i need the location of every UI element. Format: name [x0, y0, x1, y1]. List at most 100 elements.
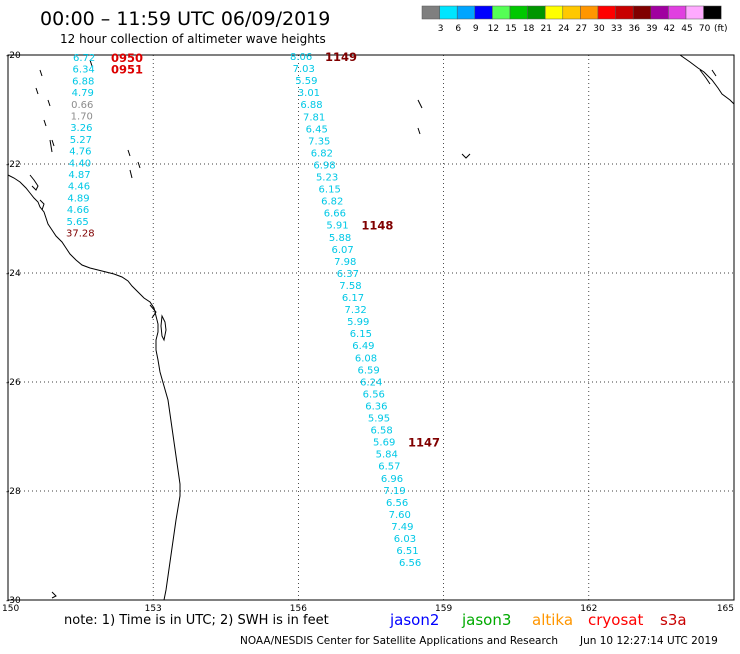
wave-height-label: 6.49 — [352, 341, 374, 352]
wave-height-label: 5.99 — [347, 317, 369, 328]
legend-bin-label: 27 — [576, 24, 587, 34]
wave-height-label: 6.88 — [72, 76, 94, 87]
legend-bin-label: 42 — [664, 24, 675, 34]
new-caledonia-coastline — [679, 54, 735, 105]
marker-symbol — [51, 591, 57, 599]
pass-time-label: 1147 — [408, 436, 440, 450]
wave-height-label: 7.35 — [308, 136, 330, 147]
wave-height-label: 6.15 — [319, 185, 341, 196]
wave-height-color-legend: 3 6 9 12 15 18 21 24 27 30 33 36 39 42 45 70 — [421, 5, 722, 34]
legend-swatch — [509, 5, 528, 20]
wave-height-label: 6.72 — [73, 53, 95, 64]
pass-time-label: 0950 — [111, 51, 143, 65]
wave-height-label: 7.81 — [303, 112, 325, 123]
wave-height-label: 6.34 — [73, 65, 95, 76]
wave-height-label: 7.58 — [339, 281, 361, 292]
legend-bin-label: 3 — [438, 24, 444, 34]
lon-tick-label: 156 — [290, 604, 307, 614]
pass-time-label: 1148 — [361, 219, 393, 233]
wave-height-label: 6.17 — [342, 293, 364, 304]
legend-swatch — [439, 5, 458, 20]
wave-height-label: 6.08 — [355, 353, 377, 364]
satellite-name-cryosat: cryosat — [588, 611, 643, 629]
wave-height-label: 5.65 — [66, 217, 88, 228]
lon-tick-label: 150 — [2, 604, 19, 614]
australia-coastline — [7, 174, 181, 601]
legend-swatch — [685, 5, 704, 20]
wave-height-label: 6.45 — [306, 124, 328, 135]
legend-swatch — [421, 5, 440, 20]
wave-height-label: 7.60 — [389, 510, 411, 521]
legend-swatch — [474, 5, 493, 20]
offshore-islands — [35, 59, 471, 179]
wave-height-label: 6.58 — [370, 426, 392, 437]
wave-height-label: 6.98 — [313, 160, 335, 171]
wave-height-label: 4.79 — [72, 88, 94, 99]
legend-bin-label: 24 — [558, 24, 570, 34]
wave-height-label: 6.82 — [321, 197, 343, 208]
wave-height-label: 7.98 — [334, 257, 356, 268]
legend-bin-label: 33 — [611, 24, 622, 34]
satellite-name-altika: altika — [532, 611, 573, 629]
altimeter-track-west-track: 6.726.346.884.790.661.703.265.274.764.40… — [66, 51, 143, 240]
coastline-group — [7, 54, 735, 601]
wave-height-label: 6.88 — [300, 100, 322, 111]
wave-height-label: 6.03 — [394, 534, 416, 545]
wave-height-label: 6.56 — [386, 498, 408, 509]
wave-height-label: 6.56 — [363, 389, 385, 400]
pass-time-label: 1149 — [325, 50, 357, 64]
wave-height-label: 5.84 — [376, 450, 398, 461]
wave-height-label: 7.19 — [383, 486, 405, 497]
wave-height-label: 4.76 — [69, 147, 91, 158]
lat-tick-label: -20 — [6, 51, 21, 61]
footer-credit: NOAA/NESDIS Center for Satellite Applica… — [240, 635, 558, 647]
wave-height-label: 7.32 — [345, 305, 367, 316]
footer-timestamp: Jun 10 12:27:14 UTC 2019 — [579, 635, 718, 647]
lat-tick-label: -30 — [6, 596, 21, 606]
lat-tick-label: -28 — [6, 487, 21, 497]
wave-height-label: 4.66 — [67, 205, 89, 216]
legend-swatch — [492, 5, 511, 20]
wave-height-label: 6.51 — [396, 546, 418, 557]
lat-lon-grid — [8, 55, 734, 600]
lon-tick-label: 162 — [580, 604, 597, 614]
legend-bin-label: 12 — [488, 24, 499, 34]
map-subtitle: 12 hour collection of altimeter wave hei… — [60, 32, 326, 46]
wave-height-label: 5.95 — [368, 414, 390, 425]
wave-height-label: 8.06 — [290, 52, 312, 63]
wave-height-label: 4.40 — [69, 158, 91, 169]
lon-tick-label: 159 — [435, 604, 452, 614]
wave-height-label: 1.70 — [71, 112, 93, 123]
legend-bin-label: 70 — [699, 24, 711, 34]
wave-height-label: 6.15 — [350, 329, 372, 340]
lat-tick-label: -22 — [6, 160, 21, 170]
wave-height-label: 5.27 — [70, 135, 92, 146]
lat-tick-label: -24 — [6, 269, 21, 279]
legend-swatch — [544, 5, 564, 20]
lat-tick-label: -26 — [6, 378, 21, 388]
map-plot-area — [7, 54, 735, 601]
footer-note: note: 1) Time is in UTC; 2) SWH is in fe… — [64, 613, 329, 628]
wave-height-label: 6.66 — [324, 209, 346, 220]
lon-tick-label: 153 — [145, 604, 162, 614]
wave-height-label: 3.26 — [70, 123, 92, 134]
legend-bin-label: 36 — [628, 24, 640, 34]
altimeter-tracks: 6.726.346.884.790.661.703.265.274.764.40… — [66, 50, 440, 569]
wave-height-label: 6.57 — [378, 462, 400, 473]
pass-time-label: 0951 — [111, 63, 143, 77]
wave-height-label: 7.49 — [391, 522, 413, 533]
legend-swatch — [597, 5, 616, 20]
satellite-name-jason2: jason2 — [389, 611, 439, 629]
altimeter-track-east-track: 8.067.035.593.016.887.816.457.356.826.98… — [290, 50, 440, 569]
legend-swatch — [580, 5, 599, 20]
legend-bin-label: 9 — [473, 24, 479, 34]
legend-unit-label: (ft) — [714, 24, 728, 34]
legend-swatch — [615, 5, 634, 20]
satellite-legend: jason2 jason3 altika cryosat s3a — [389, 611, 687, 629]
wave-height-label: 37.28 — [66, 229, 95, 240]
lon-tick-label: 165 — [717, 604, 734, 614]
wave-height-label: 5.69 — [373, 438, 395, 449]
legend-swatch — [632, 5, 652, 20]
